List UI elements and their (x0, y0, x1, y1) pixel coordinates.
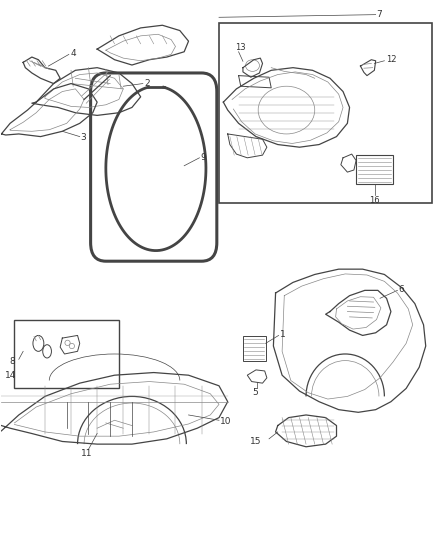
Text: 11: 11 (81, 449, 92, 458)
Text: 9: 9 (201, 153, 206, 162)
Bar (243, 336, 265, 361)
Text: 6: 6 (399, 285, 405, 294)
Text: 3: 3 (81, 133, 86, 142)
Bar (219, 22, 432, 203)
Text: 12: 12 (386, 55, 396, 64)
Text: 14: 14 (5, 370, 16, 379)
Text: 8: 8 (9, 358, 15, 367)
Text: 13: 13 (236, 43, 246, 52)
Text: 5: 5 (252, 387, 258, 397)
Bar (356, 155, 393, 184)
Text: 7: 7 (377, 10, 382, 19)
Text: 2: 2 (144, 79, 150, 88)
Bar (14, 319, 119, 389)
Text: 15: 15 (250, 437, 261, 446)
Text: 1: 1 (279, 330, 285, 339)
Text: 10: 10 (220, 417, 231, 426)
Text: 4: 4 (70, 49, 76, 58)
Text: 16: 16 (369, 196, 380, 205)
